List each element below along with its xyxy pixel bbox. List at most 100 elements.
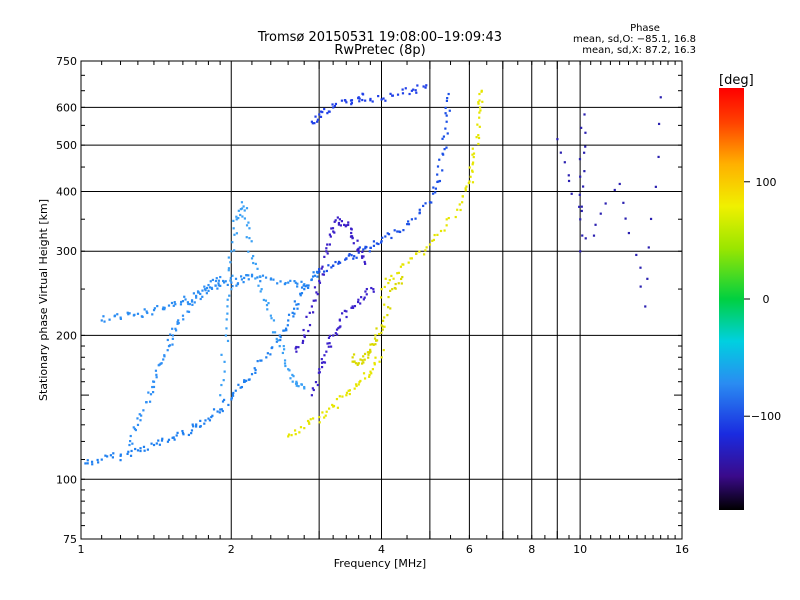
data-point: [151, 385, 154, 389]
data-point: [362, 298, 365, 301]
data-point: [325, 350, 328, 353]
data-point: [570, 192, 573, 195]
data-point: [374, 356, 377, 359]
data-point: [245, 207, 249, 210]
data-point: [352, 353, 356, 356]
data-point: [301, 339, 305, 343]
data-point: [167, 345, 171, 348]
data-point: [219, 394, 222, 397]
data-point: [155, 442, 158, 445]
data-point: [86, 459, 89, 462]
data-point: [275, 337, 278, 341]
data-point: [390, 236, 393, 240]
data-point: [309, 418, 312, 421]
data-point: [211, 414, 214, 417]
data-point: [441, 169, 444, 172]
data-point: [375, 242, 378, 245]
data-point: [240, 207, 244, 210]
data-point: [214, 284, 217, 287]
data-point: [350, 99, 354, 102]
data-point: [432, 238, 436, 242]
data-point: [183, 295, 186, 298]
data-point: [471, 161, 475, 164]
data-point: [327, 264, 330, 267]
data-point: [415, 252, 418, 256]
data-point: [187, 302, 190, 306]
data-point: [129, 439, 132, 443]
data-point: [240, 201, 244, 204]
data-point: [138, 413, 141, 416]
data-point: [454, 215, 457, 219]
data-point: [368, 351, 371, 354]
data-point: [248, 237, 251, 240]
data-point: [126, 452, 129, 456]
data-point: [233, 233, 236, 236]
data-point: [100, 458, 103, 461]
data-point: [436, 173, 439, 176]
data-point: [328, 342, 331, 345]
data-point: [264, 276, 268, 279]
data-point: [386, 313, 389, 317]
data-point: [446, 132, 449, 135]
data-point: [166, 440, 170, 443]
data-point: [216, 287, 219, 290]
x-axis-ticks: 1 2 4 6 8 10 16: [78, 61, 689, 556]
data-point: [333, 104, 337, 108]
data-point: [578, 157, 582, 161]
data-point: [214, 279, 218, 283]
data-point: [157, 439, 160, 442]
data-point: [179, 303, 183, 306]
data-point: [237, 209, 240, 212]
data-point: [225, 327, 228, 330]
data-point: [362, 361, 365, 364]
data-point: [226, 339, 230, 343]
y-tick-label: 600: [56, 101, 77, 114]
data-point: [140, 315, 143, 318]
data-point: [478, 99, 481, 102]
data-point: [250, 373, 254, 376]
data-point: [384, 99, 387, 102]
data-point: [361, 256, 364, 259]
data-point: [362, 255, 365, 258]
colorbar: [719, 88, 744, 510]
data-point: [241, 215, 244, 218]
data-point: [316, 120, 319, 123]
data-point: [445, 114, 448, 117]
data-point: [382, 97, 385, 100]
data-point: [191, 423, 194, 426]
data-point: [312, 417, 315, 420]
data-point: [181, 429, 184, 433]
data-point: [394, 287, 397, 290]
data-point: [303, 387, 306, 390]
data-point: [356, 249, 359, 252]
data-point: [97, 461, 100, 464]
data-point: [243, 380, 246, 383]
data-point: [407, 261, 410, 264]
data-point: [86, 462, 89, 465]
data-point: [317, 268, 321, 271]
data-point: [389, 92, 392, 95]
data-point: [311, 387, 314, 390]
data-point: [245, 379, 248, 382]
data-point: [341, 395, 344, 398]
data-point: [644, 305, 647, 308]
data-point: [287, 433, 291, 436]
colorbar-ticks: 100 0 −100: [744, 176, 781, 423]
data-point: [243, 379, 246, 382]
data-point: [131, 442, 134, 445]
data-point: [108, 318, 111, 321]
data-point: [431, 239, 434, 242]
data-point: [361, 93, 365, 96]
data-point: [295, 380, 298, 383]
data-point: [357, 362, 360, 365]
data-point: [340, 220, 344, 223]
data-point: [217, 282, 220, 285]
data-point: [335, 333, 339, 336]
y-tick-label: 75: [63, 533, 77, 546]
data-point: [252, 261, 255, 265]
data-point: [476, 123, 479, 126]
data-point: [407, 220, 410, 223]
data-point: [402, 263, 405, 266]
data-point: [152, 385, 156, 389]
data-point: [294, 433, 297, 436]
